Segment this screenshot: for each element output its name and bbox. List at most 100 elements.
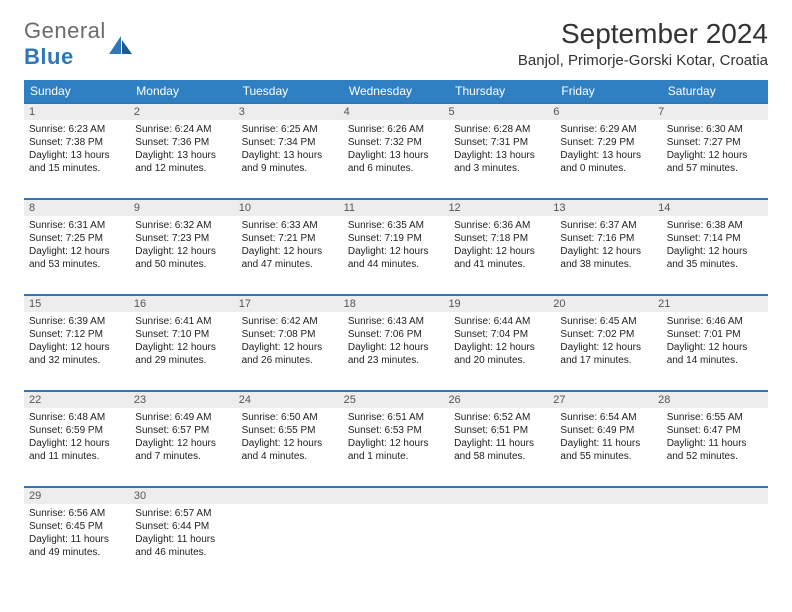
- sunrise-text: Sunrise: 6:35 AM: [348, 219, 443, 232]
- day-number: 5: [448, 106, 553, 118]
- day-number: 6: [553, 106, 658, 118]
- sunset-text: Sunset: 7:02 PM: [560, 328, 655, 341]
- sunset-text: Sunset: 7:27 PM: [667, 136, 762, 149]
- calendar-week: Sunrise: 6:48 AMSunset: 6:59 PMDaylight:…: [24, 408, 768, 486]
- sunrise-text: Sunrise: 6:52 AM: [454, 411, 549, 424]
- day-number: 15: [29, 298, 134, 310]
- logo-word-1: General: [24, 18, 106, 43]
- sunrise-text: Sunrise: 6:48 AM: [29, 411, 124, 424]
- daylight-text: Daylight: 12 hours and 41 minutes.: [454, 245, 549, 271]
- sunset-text: Sunset: 7:29 PM: [560, 136, 655, 149]
- day-number: 29: [29, 490, 134, 502]
- day-number: 16: [134, 298, 239, 310]
- calendar-cell: Sunrise: 6:48 AMSunset: 6:59 PMDaylight:…: [24, 408, 130, 486]
- calendar-cell: Sunrise: 6:56 AMSunset: 6:45 PMDaylight:…: [24, 504, 130, 582]
- sunrise-text: Sunrise: 6:50 AM: [242, 411, 337, 424]
- day-of-week-header: SundayMondayTuesdayWednesdayThursdayFrid…: [24, 80, 768, 102]
- daylight-text: Daylight: 12 hours and 50 minutes.: [135, 245, 230, 271]
- daylight-text: Daylight: 12 hours and 14 minutes.: [667, 341, 762, 367]
- header: General Blue September 2024 Banjol, Prim…: [24, 18, 768, 70]
- daylight-text: Daylight: 12 hours and 29 minutes.: [135, 341, 230, 367]
- sunset-text: Sunset: 7:38 PM: [29, 136, 124, 149]
- sunset-text: Sunset: 7:23 PM: [135, 232, 230, 245]
- daylight-text: Daylight: 13 hours and 12 minutes.: [135, 149, 230, 175]
- daylight-text: Daylight: 12 hours and 47 minutes.: [242, 245, 337, 271]
- calendar-cell: [237, 504, 343, 582]
- sunset-text: Sunset: 7:31 PM: [454, 136, 549, 149]
- daylight-text: Daylight: 12 hours and 11 minutes.: [29, 437, 124, 463]
- calendar-cell: Sunrise: 6:23 AMSunset: 7:38 PMDaylight:…: [24, 120, 130, 198]
- calendar-cell: [555, 504, 661, 582]
- day-number: 21: [658, 298, 763, 310]
- sunrise-text: Sunrise: 6:43 AM: [348, 315, 443, 328]
- sunrise-text: Sunrise: 6:36 AM: [454, 219, 549, 232]
- daylight-text: Daylight: 12 hours and 23 minutes.: [348, 341, 443, 367]
- sunset-text: Sunset: 7:36 PM: [135, 136, 230, 149]
- calendar-cell: [343, 504, 449, 582]
- sunrise-text: Sunrise: 6:26 AM: [348, 123, 443, 136]
- daylight-text: Daylight: 12 hours and 38 minutes.: [560, 245, 655, 271]
- sunrise-text: Sunrise: 6:49 AM: [135, 411, 230, 424]
- page-title: September 2024: [518, 18, 768, 50]
- day-number-row: 1234567: [24, 102, 768, 120]
- sunset-text: Sunset: 7:19 PM: [348, 232, 443, 245]
- sail-icon: [108, 34, 134, 56]
- calendar-cell: Sunrise: 6:55 AMSunset: 6:47 PMDaylight:…: [662, 408, 768, 486]
- calendar-cell: Sunrise: 6:50 AMSunset: 6:55 PMDaylight:…: [237, 408, 343, 486]
- calendar-cell: Sunrise: 6:32 AMSunset: 7:23 PMDaylight:…: [130, 216, 236, 294]
- logo: General Blue: [24, 18, 134, 70]
- calendar-week: Sunrise: 6:31 AMSunset: 7:25 PMDaylight:…: [24, 216, 768, 294]
- daylight-text: Daylight: 12 hours and 7 minutes.: [135, 437, 230, 463]
- sunset-text: Sunset: 7:25 PM: [29, 232, 124, 245]
- daylight-text: Daylight: 12 hours and 26 minutes.: [242, 341, 337, 367]
- day-number: 24: [239, 394, 344, 406]
- daylight-text: Daylight: 13 hours and 15 minutes.: [29, 149, 124, 175]
- day-of-week-label: Sunday: [24, 80, 130, 102]
- daylight-text: Daylight: 11 hours and 58 minutes.: [454, 437, 549, 463]
- daylight-text: Daylight: 11 hours and 55 minutes.: [560, 437, 655, 463]
- calendar-cell: Sunrise: 6:49 AMSunset: 6:57 PMDaylight:…: [130, 408, 236, 486]
- day-number: 27: [553, 394, 658, 406]
- day-number: 20: [553, 298, 658, 310]
- sunset-text: Sunset: 7:32 PM: [348, 136, 443, 149]
- day-number: 22: [29, 394, 134, 406]
- daylight-text: Daylight: 12 hours and 35 minutes.: [667, 245, 762, 271]
- sunrise-text: Sunrise: 6:29 AM: [560, 123, 655, 136]
- calendar-cell: Sunrise: 6:45 AMSunset: 7:02 PMDaylight:…: [555, 312, 661, 390]
- daylight-text: Daylight: 13 hours and 3 minutes.: [454, 149, 549, 175]
- sunrise-text: Sunrise: 6:23 AM: [29, 123, 124, 136]
- sunrise-text: Sunrise: 6:54 AM: [560, 411, 655, 424]
- sunset-text: Sunset: 6:45 PM: [29, 520, 124, 533]
- sunset-text: Sunset: 7:10 PM: [135, 328, 230, 341]
- calendar-cell: Sunrise: 6:57 AMSunset: 6:44 PMDaylight:…: [130, 504, 236, 582]
- day-number: 1: [29, 106, 134, 118]
- calendar-cell: Sunrise: 6:36 AMSunset: 7:18 PMDaylight:…: [449, 216, 555, 294]
- day-number: [448, 490, 553, 502]
- day-of-week-label: Tuesday: [237, 80, 343, 102]
- sunset-text: Sunset: 7:01 PM: [667, 328, 762, 341]
- daylight-text: Daylight: 11 hours and 52 minutes.: [667, 437, 762, 463]
- sunset-text: Sunset: 6:44 PM: [135, 520, 230, 533]
- daylight-text: Daylight: 12 hours and 32 minutes.: [29, 341, 124, 367]
- location-label: Banjol, Primorje-Gorski Kotar, Croatia: [518, 52, 768, 69]
- calendar-cell: Sunrise: 6:39 AMSunset: 7:12 PMDaylight:…: [24, 312, 130, 390]
- calendar-cell: Sunrise: 6:30 AMSunset: 7:27 PMDaylight:…: [662, 120, 768, 198]
- sunrise-text: Sunrise: 6:38 AM: [667, 219, 762, 232]
- calendar-cell: Sunrise: 6:29 AMSunset: 7:29 PMDaylight:…: [555, 120, 661, 198]
- daylight-text: Daylight: 12 hours and 44 minutes.: [348, 245, 443, 271]
- daylight-text: Daylight: 13 hours and 6 minutes.: [348, 149, 443, 175]
- day-number: 18: [344, 298, 449, 310]
- calendar-cell: Sunrise: 6:46 AMSunset: 7:01 PMDaylight:…: [662, 312, 768, 390]
- day-number: 3: [239, 106, 344, 118]
- calendar-cell: [449, 504, 555, 582]
- sunrise-text: Sunrise: 6:37 AM: [560, 219, 655, 232]
- sunrise-text: Sunrise: 6:46 AM: [667, 315, 762, 328]
- calendar-cell: Sunrise: 6:52 AMSunset: 6:51 PMDaylight:…: [449, 408, 555, 486]
- sunset-text: Sunset: 6:51 PM: [454, 424, 549, 437]
- day-number: 19: [448, 298, 553, 310]
- calendar-weeks: 1234567Sunrise: 6:23 AMSunset: 7:38 PMDa…: [24, 102, 768, 582]
- day-number: 30: [134, 490, 239, 502]
- day-number: 10: [239, 202, 344, 214]
- sunrise-text: Sunrise: 6:45 AM: [560, 315, 655, 328]
- daylight-text: Daylight: 13 hours and 0 minutes.: [560, 149, 655, 175]
